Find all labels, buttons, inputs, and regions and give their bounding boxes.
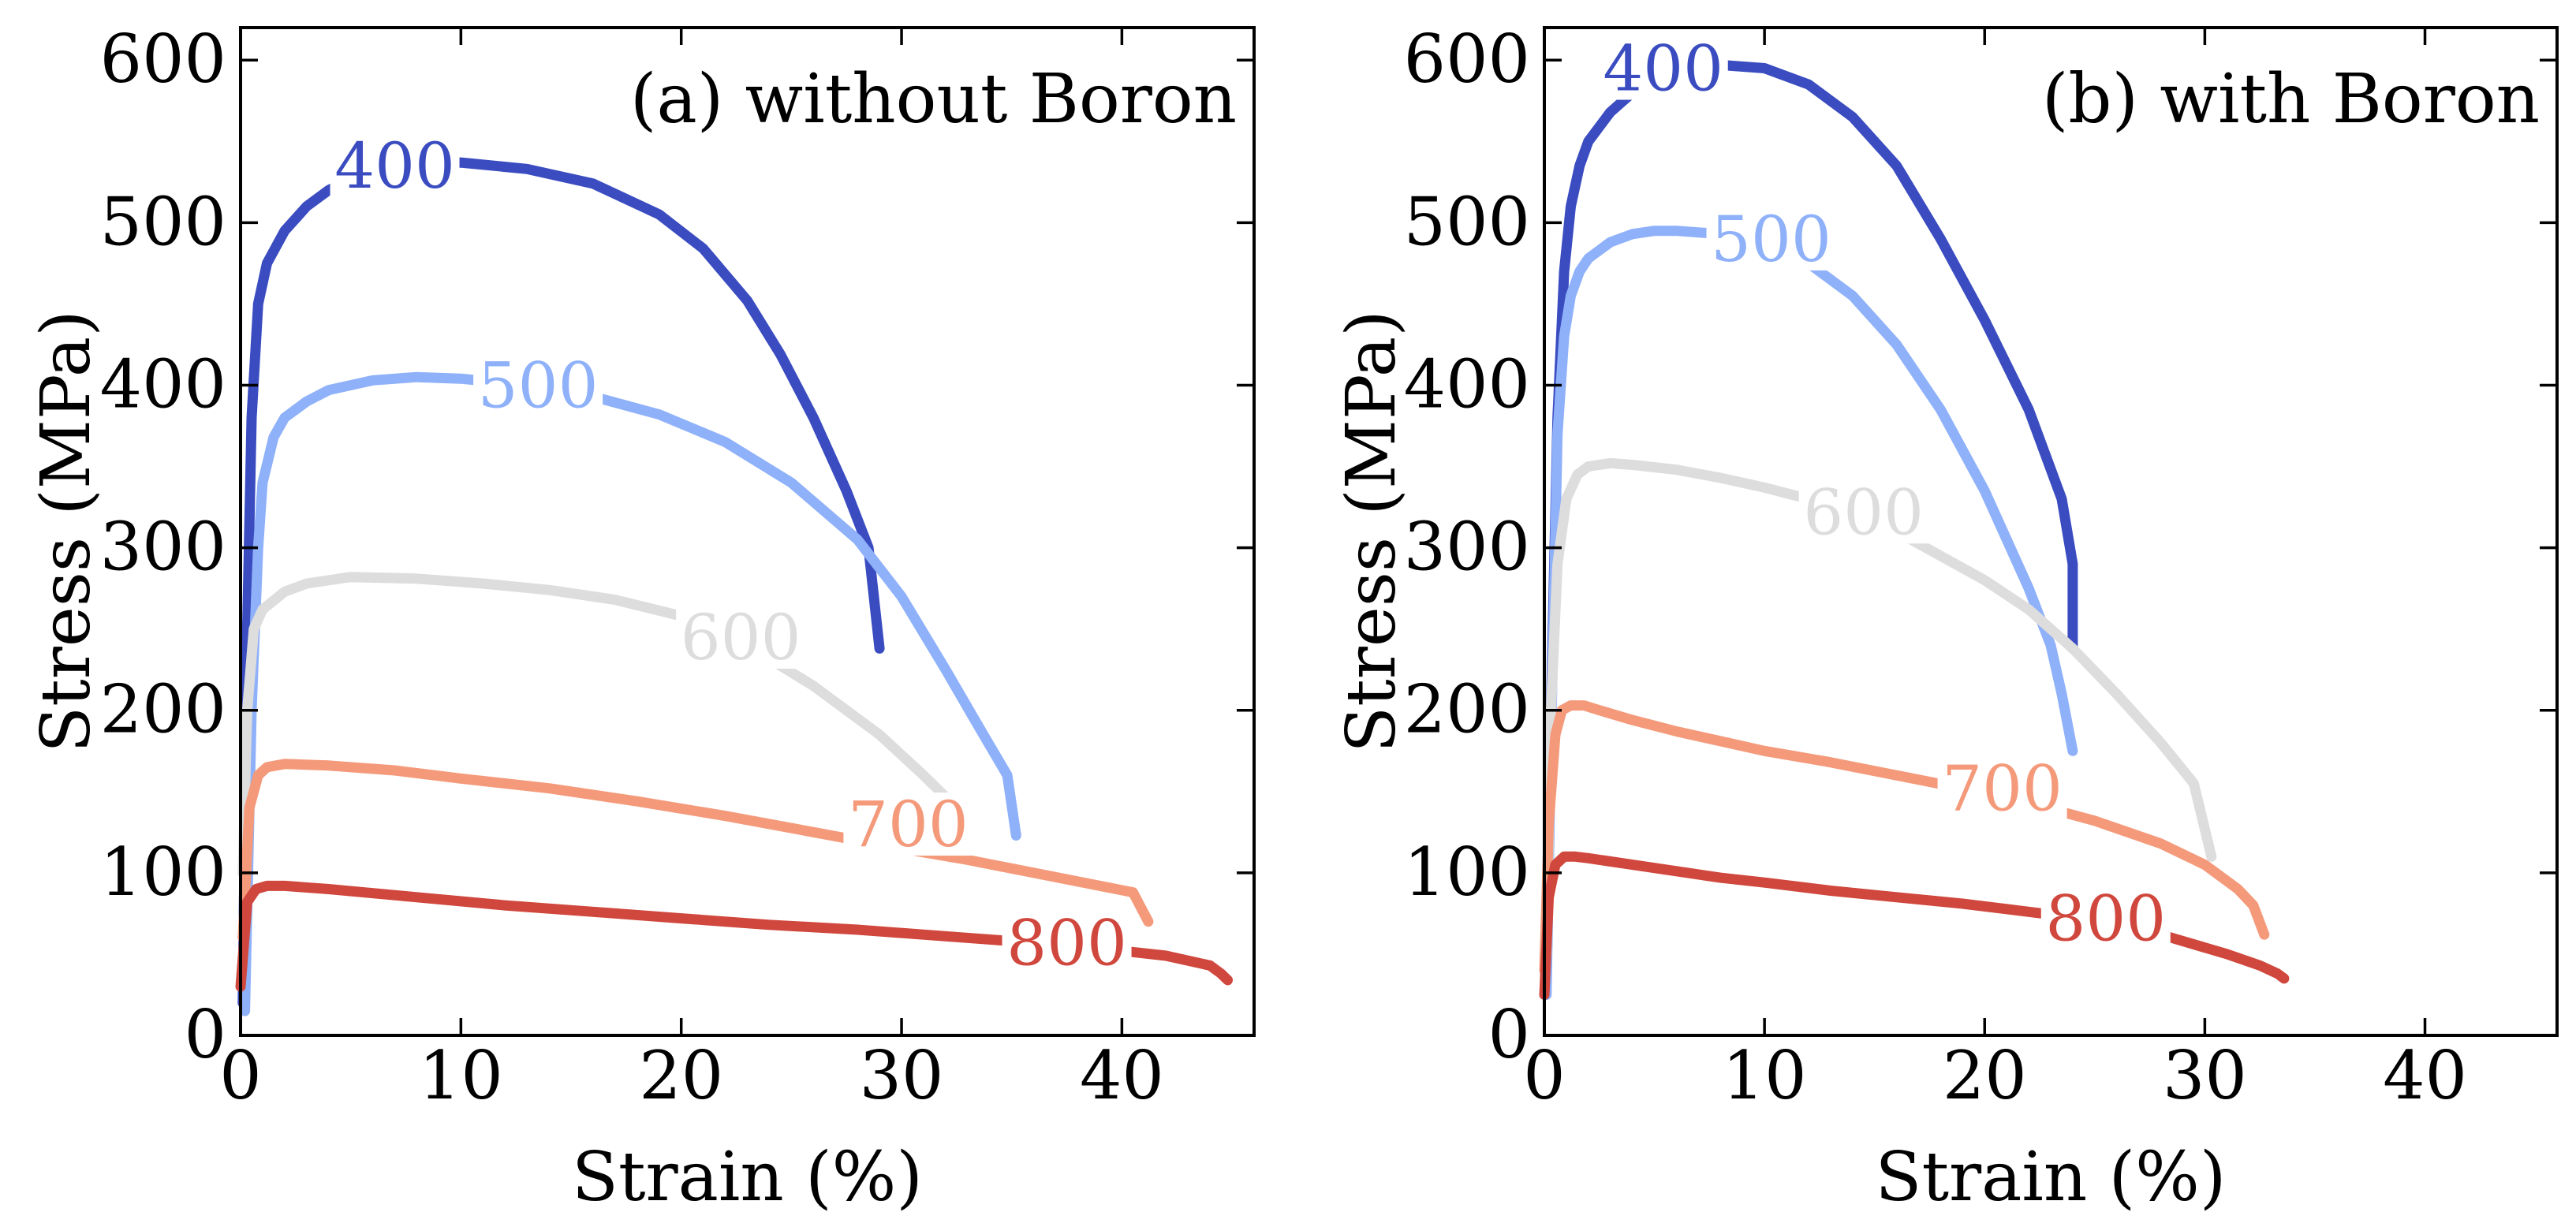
panel-a-curve-label-800: 800 [1006,907,1127,980]
panel-b-plot-frame [1543,26,2559,1037]
panel-a-curve-label-500: 500 [478,349,599,422]
panel-a-curve-label-bg-800 [1002,911,1132,975]
panel-b-ytick-label-500: 500 [1404,183,1530,260]
panel-a-curve-label-bg-400 [330,134,460,198]
panel-b-xtick-label-40: 40 [2383,1037,2467,1114]
panel-b-curve-label-600: 600 [1803,476,1924,549]
panel-b-xtick-label-20: 20 [1943,1037,2027,1114]
panel-b-curve-label-bg-500 [1706,207,1836,270]
panel-a-curve-label-700: 700 [848,788,969,861]
panel-b-curve-label-800: 800 [2045,882,2166,956]
panel-a-curve-label-600: 600 [681,601,801,674]
panel-b-ytick-label-200: 200 [1404,671,1530,748]
panel-a-curve-600 [237,572,973,878]
panel-a-curve-700 [237,759,1154,943]
panel-a-title: (a) without Boron [630,60,1237,139]
panel-b-x-axis-label: Strain (%) [1876,1138,2227,1217]
panel-b-curve-800 [1539,851,2290,1000]
panel-a-curve-label-bg-600 [676,605,806,669]
panel-a-curve-label-bg-700 [843,793,973,856]
panel-b-y-axis-label: Stress (MPa) [1332,310,1411,753]
panel-b-curve-label-700: 700 [1942,752,2063,826]
panel-a-y-axis-label: Stress (MPa) [27,310,106,753]
panel-b-curve-label-bg-400 [1598,36,1728,100]
panel-a-xtick-label-30: 30 [860,1037,944,1114]
panel-b-ytick-label-400: 400 [1404,345,1530,423]
panel-b-curve-600 [1541,457,2217,960]
panel-b-title: (b) with Boron [2042,60,2540,139]
panel-b-curve-700 [1539,700,2270,975]
panel-a-x-axis-label: Strain (%) [572,1138,923,1217]
panel-b-curve-label-bg-700 [1937,756,2067,820]
panel-b-curve-label-500: 500 [1711,203,1831,276]
panel-b-ytick-label-0: 0 [1488,996,1530,1073]
panel-b-xtick-label-0: 0 [1523,1037,1565,1114]
panel-b-xtick-label-30: 30 [2163,1037,2247,1114]
panel-b-curve-label-bg-600 [1798,480,1928,544]
panel-b-curve-label-400: 400 [1603,32,1723,106]
panel-a-ytick-label-0: 0 [185,996,226,1073]
panel-b-xtick-label-10: 10 [1723,1037,1807,1114]
panel-a-ytick-label-200: 200 [100,671,226,748]
panel-a-ytick-label-100: 100 [100,834,226,911]
panel-a-curve-800 [235,880,1233,992]
panel-b-curve-500 [1541,226,2078,1000]
panel-a-ytick-label-500: 500 [100,183,226,260]
panel-b-ytick-label-600: 600 [1404,21,1530,98]
panel-b-ytick-label-300: 300 [1404,509,1530,586]
panel-a-ytick-label-300: 300 [100,509,226,586]
panel-b-curve-label-bg-800 [2040,886,2171,950]
panel-a-ytick-label-600: 600 [100,21,226,98]
panel-a-xtick-label-20: 20 [639,1037,723,1114]
panel-a-xtick-label-40: 40 [1080,1037,1164,1114]
panel-a-xtick-label-10: 10 [419,1037,503,1114]
panel-b-ytick-label-100: 100 [1404,834,1530,911]
panel-a-xtick-label-0: 0 [219,1037,261,1114]
panel-a-curve-label-bg-500 [473,353,603,417]
panel-a-curve-label-400: 400 [334,129,455,203]
panel-a-ytick-label-400: 400 [100,345,226,423]
panel-a-plot-frame [239,26,1256,1037]
